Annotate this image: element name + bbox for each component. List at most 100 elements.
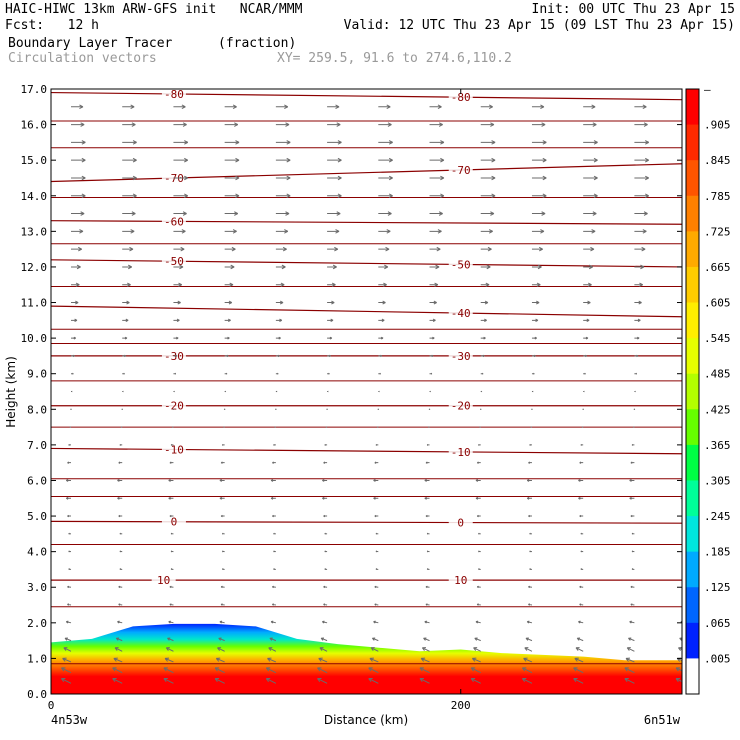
wind-vector [679, 637, 682, 641]
y-tick-label: 1.0 [27, 652, 47, 665]
wind-vector [173, 157, 189, 163]
wind-vector [122, 211, 136, 216]
colorbar-frame [685, 88, 700, 695]
wind-vector [220, 514, 225, 518]
wind-vector [327, 318, 334, 322]
wind-vector [531, 336, 537, 340]
wind-vector [531, 175, 547, 181]
overlay-name: Circulation vectors [8, 51, 157, 66]
wind-vector [675, 677, 682, 683]
wind-vector [531, 354, 536, 358]
wind-vector [480, 175, 496, 181]
wind-vector [219, 620, 225, 624]
contour-line [51, 305, 682, 318]
wind-vector [122, 122, 136, 127]
wind-vector [119, 443, 123, 446]
wind-vector [378, 140, 393, 145]
wind-vector [583, 336, 589, 340]
wind-vector [327, 157, 342, 163]
y-tick-label: 12.0 [21, 261, 48, 274]
contour-label: -10 [164, 443, 184, 456]
wind-vector [526, 479, 532, 482]
wind-vector [324, 532, 328, 535]
wind-vector [573, 667, 584, 674]
wind-vector [60, 677, 72, 684]
wind-vector [270, 479, 276, 482]
contour-label: -70 [451, 164, 471, 177]
wind-vector [275, 104, 289, 110]
contour-label-bg [161, 255, 186, 268]
colorbar-swatch [686, 124, 699, 161]
wind-vector [71, 354, 75, 358]
contour-label-bg [448, 399, 473, 412]
y-tick-label: 6.0 [27, 474, 47, 487]
contour-label: -30 [451, 350, 471, 363]
wind-vector [220, 461, 225, 464]
wind-vector [122, 157, 137, 163]
wind-vector [224, 211, 239, 216]
wind-vector [271, 585, 276, 589]
wind-vector [224, 282, 234, 287]
colorbar-swatch [686, 302, 699, 339]
wind-vector [528, 514, 532, 518]
wind-vector [634, 264, 645, 270]
wind-vector [378, 193, 393, 199]
wind-vector [630, 461, 635, 464]
wind-vector [378, 104, 391, 110]
wind-vector [275, 354, 280, 358]
wind-vector [67, 603, 72, 606]
temperature-contours: 10 100 0-10 -10-20 -20-30 -30-40-50 -50-60-70-… [51, 89, 682, 665]
wind-vector [424, 479, 430, 482]
wind-vector [634, 354, 639, 358]
wind-vector [173, 229, 186, 234]
wind-vector [267, 657, 277, 663]
wind-vector [378, 246, 390, 252]
wind-vector [429, 354, 434, 358]
wind-vector [429, 140, 445, 145]
wind-vector [425, 603, 430, 606]
wind-vector [634, 157, 650, 163]
wind-vector [224, 246, 236, 252]
wind-vector [579, 585, 584, 589]
x-start-label: 4n53w [51, 713, 88, 727]
wind-vector [378, 318, 385, 322]
tracer-fill [51, 623, 682, 694]
wind-vector [172, 408, 175, 410]
wind-vector [583, 246, 595, 252]
wind-vector [217, 647, 225, 652]
wind-vector [272, 461, 276, 464]
wind-vector [173, 336, 179, 340]
wind-vector [634, 282, 644, 287]
contour-label-bg [151, 574, 176, 587]
wind-vector [634, 318, 641, 322]
contour-label: 0 [457, 517, 464, 530]
wind-vector [373, 496, 379, 500]
header-forecast: Fcst: 12 h [5, 18, 99, 33]
wind-vector [169, 514, 174, 518]
wind-vector [117, 496, 123, 500]
wind-vector [429, 104, 442, 110]
wind-vector [624, 667, 635, 674]
wind-vector [327, 354, 331, 358]
plot-frame [50, 88, 683, 695]
wind-vector [573, 677, 584, 684]
contour-label-bg [448, 258, 473, 271]
wind-vector [118, 603, 123, 606]
contour-label-bg [161, 215, 186, 228]
wind-vector [631, 532, 635, 535]
wind-vector [378, 354, 383, 358]
colorbar-label: .545 [704, 332, 731, 345]
wind-vector [173, 140, 189, 145]
x-end-label: 6n51w [644, 713, 681, 727]
wind-vector [531, 408, 533, 410]
wind-vector [265, 677, 277, 684]
wind-vector [629, 496, 635, 500]
wind-vector [634, 372, 638, 375]
wind-vector [629, 479, 635, 482]
wind-vector [634, 175, 650, 181]
wind-vector [327, 372, 330, 375]
wind-vector [67, 461, 71, 464]
wind-vector [429, 175, 445, 181]
wind-vector [531, 282, 541, 287]
